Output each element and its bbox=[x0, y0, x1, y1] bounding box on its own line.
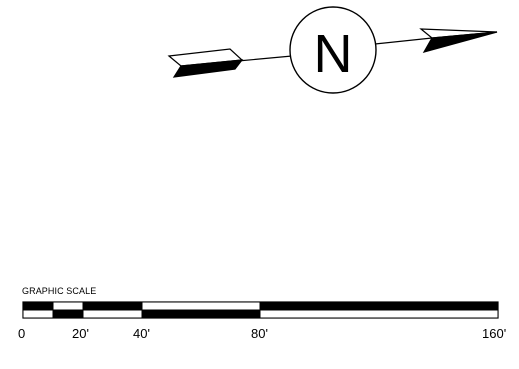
scale-tick-label-0: 0 bbox=[18, 326, 26, 341]
scale-segment-top-40-80 bbox=[141, 301, 261, 311]
north-arrow-tail-feather-bottom bbox=[172, 59, 244, 78]
scale-segment-bottom-0-10 bbox=[22, 309, 54, 319]
north-arrow: N bbox=[167, 6, 498, 94]
scale-segment-top-10-20 bbox=[52, 301, 84, 311]
graphic-scale-title: GRAPHIC SCALE bbox=[22, 286, 97, 296]
north-arrow-shaft-left bbox=[237, 55, 293, 62]
scale-tick-label-160: 160' bbox=[482, 326, 507, 341]
scale-segment-bottom-40-80 bbox=[142, 310, 260, 318]
scale-tick-label-20: 20' bbox=[72, 326, 89, 341]
north-arrow-head-bottom bbox=[422, 31, 498, 53]
graphic-scale-bar bbox=[22, 301, 499, 319]
scale-segment-top-0-10 bbox=[23, 302, 53, 310]
scale-tick-label-80: 80' bbox=[251, 326, 268, 341]
north-arrow-circle bbox=[289, 6, 377, 94]
north-letter: N bbox=[314, 24, 353, 84]
scale-segment-bottom-10-20 bbox=[53, 310, 83, 318]
scale-segment-bottom-80-160 bbox=[259, 309, 499, 319]
north-arrow-shaft-right bbox=[374, 37, 433, 45]
scale-segment-top-20-40 bbox=[83, 302, 142, 310]
scale-segment-bottom-20-40 bbox=[82, 309, 143, 319]
scale-segment-top-80-160 bbox=[260, 302, 498, 310]
scale-tick-label-40: 40' bbox=[133, 326, 150, 341]
